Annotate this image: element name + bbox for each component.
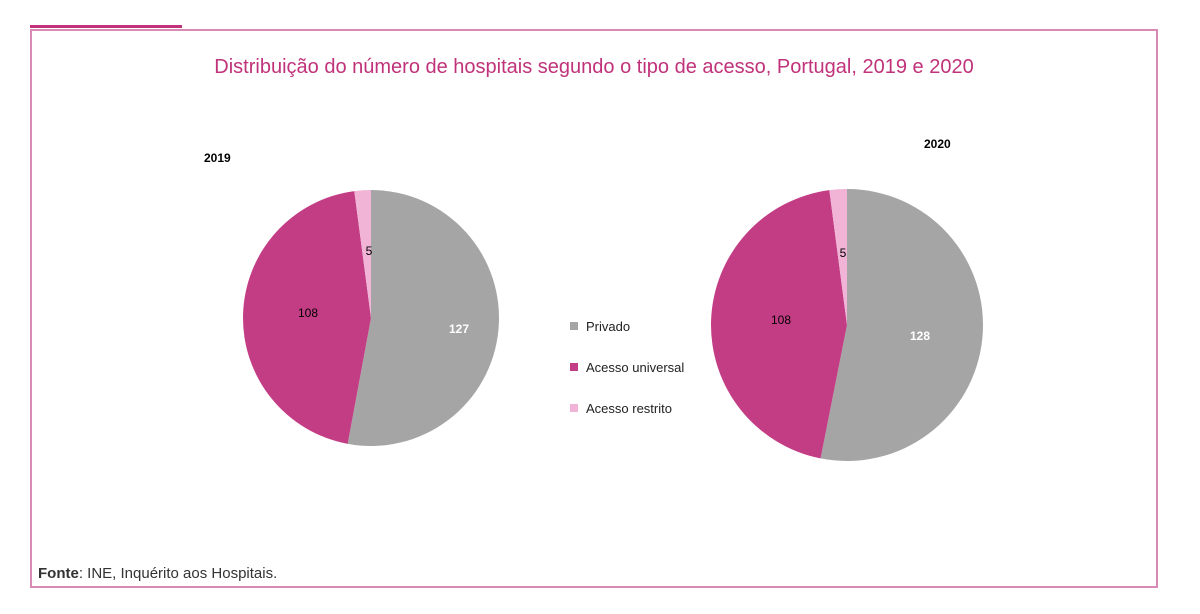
pie-slice-2020-privado: [820, 189, 984, 462]
legend-item-acesso-restrito: Acesso restrito: [570, 400, 684, 416]
legend-item-privado: Privado: [570, 318, 684, 334]
legend-item-acesso-universal: Acesso universal: [570, 359, 684, 375]
legend: Privado Acesso universal Acesso restrito: [570, 318, 684, 441]
legend-swatch-privado: [570, 322, 578, 330]
chart-frame: [30, 29, 1158, 588]
data-label-2020-restrito: 5: [840, 246, 847, 260]
year-label-2020: 2020: [924, 137, 951, 151]
legend-label-acesso-restrito: Acesso restrito: [586, 400, 672, 416]
source-note: Fonte: INE, Inquérito aos Hospitais.: [38, 565, 277, 582]
data-label-2020-universal: 108: [771, 313, 791, 327]
year-label-2019: 2019: [204, 151, 231, 165]
pie-slice-2019-universal: [243, 191, 371, 444]
pie-2020: 128 108 5: [711, 189, 984, 462]
legend-swatch-acesso-restrito: [570, 404, 578, 412]
source-text: : INE, Inquérito aos Hospitais.: [78, 565, 278, 582]
data-label-2020-privado: 128: [910, 329, 930, 343]
chart-title: Distribuição do número de hospitais segu…: [214, 56, 974, 78]
legend-label-acesso-universal: Acesso universal: [586, 359, 685, 375]
data-label-2019-universal: 108: [298, 306, 318, 320]
data-label-2019-restrito: 5: [366, 244, 373, 258]
pie-slice-2019-restrito: [354, 190, 371, 318]
pie-slice-2020-restrito: [829, 189, 847, 325]
top-accent-bar: [30, 25, 182, 28]
pie-slice-2019-privado: [347, 190, 499, 446]
data-label-2019-privado: 127: [449, 322, 469, 336]
legend-swatch-acesso-universal: [570, 363, 578, 371]
source-label: Fonte: [38, 565, 79, 582]
pie-slice-2020-universal: [711, 190, 847, 459]
pie-2019: 127 108 5: [243, 190, 499, 446]
legend-label-privado: Privado: [586, 318, 631, 334]
